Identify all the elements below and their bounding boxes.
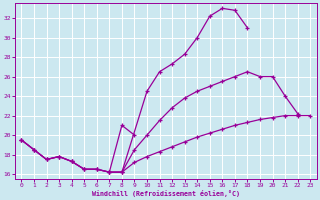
X-axis label: Windchill (Refroidissement éolien,°C): Windchill (Refroidissement éolien,°C) xyxy=(92,190,240,197)
